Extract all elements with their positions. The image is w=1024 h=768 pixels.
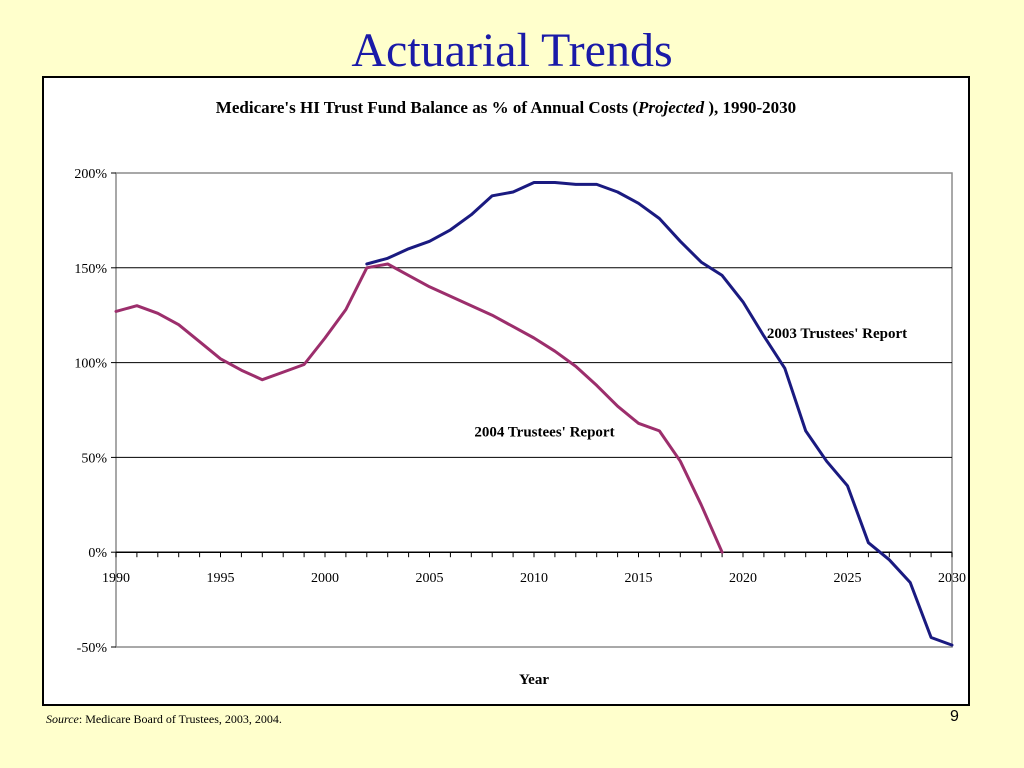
source-note: Source: Medicare Board of Trustees, 2003… (46, 712, 282, 727)
x-tick-label: 2015 (625, 571, 653, 586)
x-tick-label: 2000 (311, 571, 339, 586)
line-chart: -50% 0% 50% 100% 150% 200% 1990 1995 2000 2005 201… (74, 167, 966, 688)
x-tick-label: 2030 (938, 571, 966, 586)
x-tick-label: 2020 (729, 571, 757, 586)
chart-title-part2: ), 1990-2030 (704, 98, 797, 117)
x-tick-label: 2005 (416, 571, 444, 586)
series-annotation: 2004 Trustees' Report (474, 425, 614, 441)
x-tick-label: 1995 (207, 571, 235, 586)
y-tick-label: 100% (74, 357, 107, 372)
x-tick-label: 1990 (102, 571, 130, 586)
plot-area-border (115, 172, 953, 648)
y-tick-label: 50% (81, 451, 107, 466)
chart-frame: Medicare's HI Trust Fund Balance as % of… (42, 76, 970, 706)
x-axis-title: Year (519, 672, 549, 688)
x-tick-label: 2010 (520, 571, 548, 586)
series-annotation: 2003 Trustees' Report (767, 326, 907, 342)
y-tick-label: 0% (88, 546, 107, 561)
series-line-2003-trustees-report (365, 181, 954, 647)
y-tick-label: -50% (77, 641, 108, 656)
source-text: : Medicare Board of Trustees, 2003, 2004… (78, 712, 282, 726)
slide-title: Actuarial Trends (351, 24, 673, 77)
page-number: 9 (950, 708, 959, 725)
x-tick-label: 2025 (834, 571, 862, 586)
y-tick-label: 200% (74, 167, 107, 182)
chart-title: Medicare's HI Trust Fund Balance as % of… (44, 98, 968, 118)
y-tick-label: 150% (74, 262, 107, 277)
chart-title-part1: Medicare's HI Trust Fund Balance as % of… (215, 98, 639, 117)
series-line-2004-trustees-report (114, 262, 724, 554)
chart-title-italic: Projected (638, 98, 705, 117)
source-label: Source (46, 712, 79, 726)
